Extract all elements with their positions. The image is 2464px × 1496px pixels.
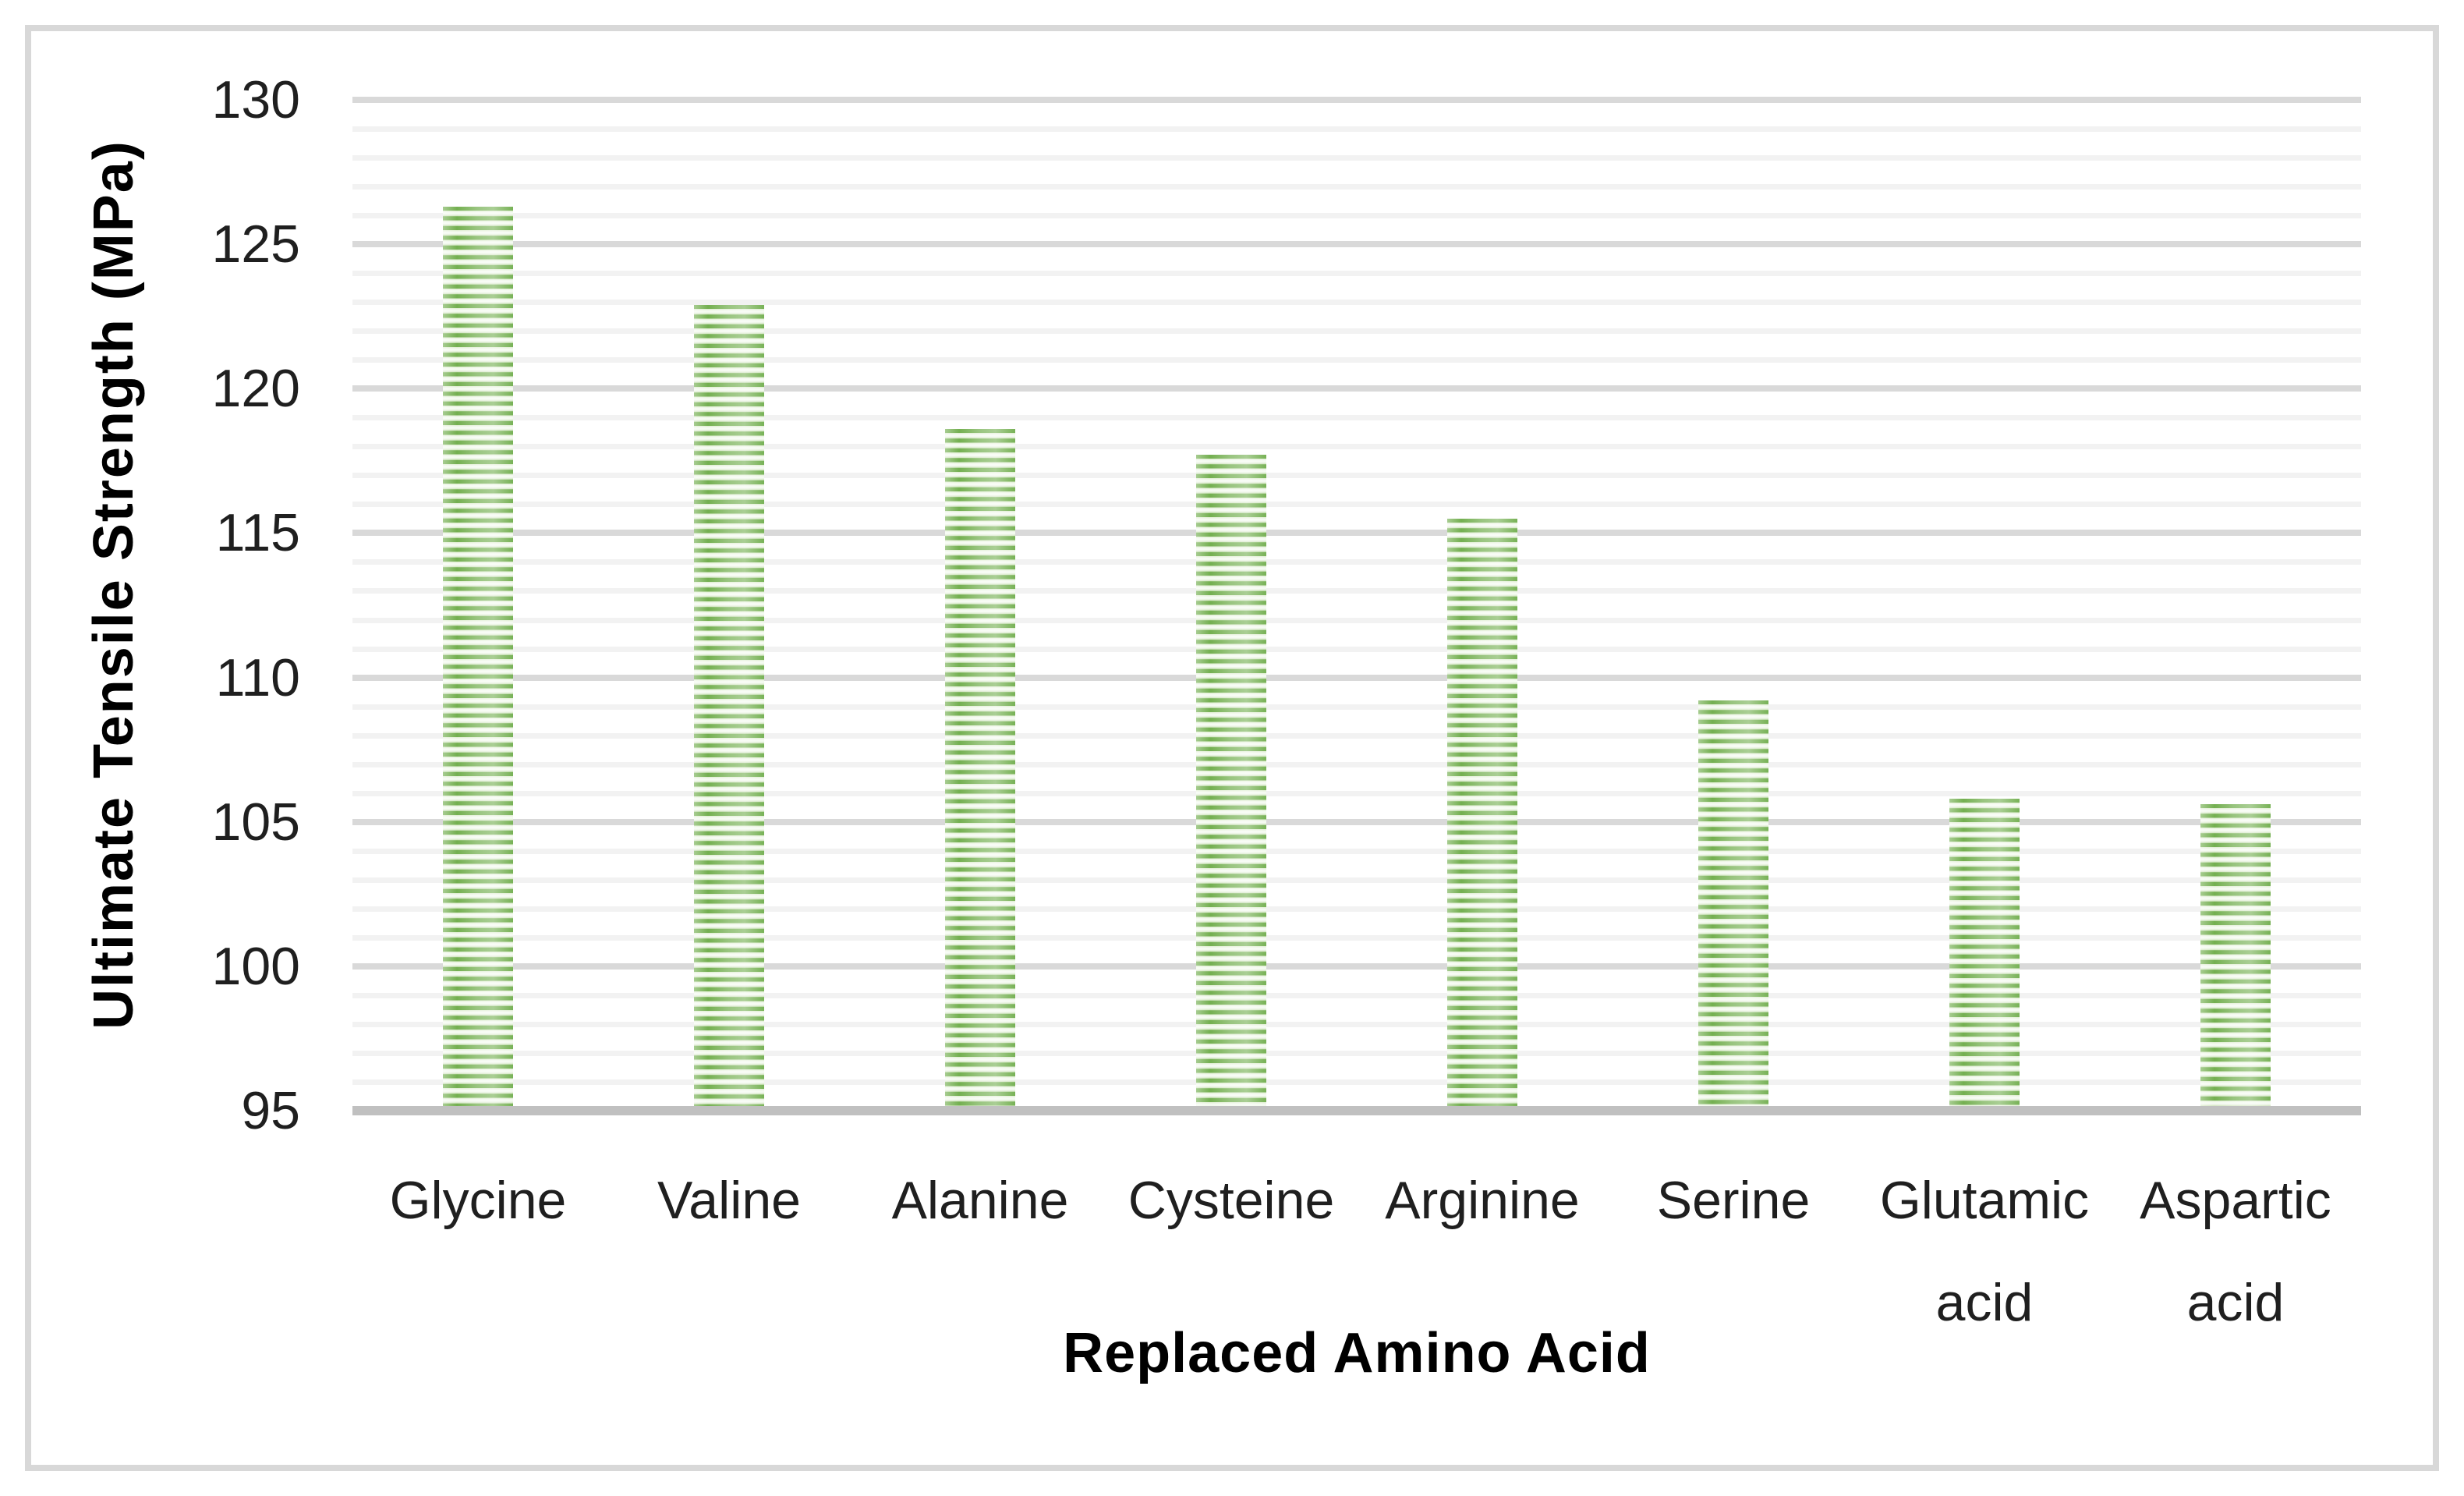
minor-gridline-111 xyxy=(352,646,2361,652)
minor-gridline-108 xyxy=(352,732,2361,739)
bar-glycine xyxy=(443,207,513,1111)
minor-gridline-114 xyxy=(352,559,2361,565)
x-category-label-glutamic-acid: Glutamic acid xyxy=(1879,1171,2090,1332)
minor-gridline-101 xyxy=(352,934,2361,941)
y-tick-label-130: 130 xyxy=(211,69,300,129)
minor-gridline-104 xyxy=(352,848,2361,854)
minor-gridline-107 xyxy=(352,761,2361,767)
x-category-label-valine: Valine xyxy=(657,1171,801,1230)
minor-gridline-97 xyxy=(352,1050,2361,1056)
minor-gridline-116 xyxy=(352,502,2361,508)
x-category-label-aspartic-acid: Aspartic acid xyxy=(2140,1171,2331,1332)
minor-gridline-99 xyxy=(352,992,2361,998)
y-tick-label-110: 110 xyxy=(215,647,300,707)
bar-aspartic-acid xyxy=(2200,804,2271,1111)
major-gridline-100 xyxy=(352,962,2361,970)
minor-gridline-118 xyxy=(352,444,2361,450)
minor-gridline-124 xyxy=(352,271,2361,277)
x-axis-title: Replaced Amino Acid xyxy=(1063,1322,1651,1384)
major-gridline-125 xyxy=(352,241,2361,248)
minor-gridline-96 xyxy=(352,1079,2361,1085)
bar-glutamic-acid xyxy=(1949,799,2020,1111)
bar-cysteine xyxy=(1196,455,1266,1111)
x-category-label-alanine: Alanine xyxy=(891,1171,1069,1230)
bar-alanine xyxy=(945,429,1015,1111)
minor-gridline-109 xyxy=(352,704,2361,710)
y-axis-title: Ultimate Tensile Strength (MPa) xyxy=(83,140,145,1030)
minor-gridline-126 xyxy=(352,213,2361,219)
y-tick-label-115: 115 xyxy=(215,503,300,563)
x-category-label-serine: Serine xyxy=(1656,1171,1811,1230)
y-tick-label-105: 105 xyxy=(211,792,300,852)
bar-arginine xyxy=(1447,518,1517,1111)
minor-gridline-123 xyxy=(352,300,2361,306)
minor-gridline-128 xyxy=(352,155,2361,161)
minor-gridline-117 xyxy=(352,473,2361,479)
y-tick-label-95: 95 xyxy=(241,1081,300,1140)
major-gridline-130 xyxy=(352,96,2361,103)
minor-gridline-127 xyxy=(352,184,2361,190)
minor-gridline-103 xyxy=(352,877,2361,883)
minor-gridline-113 xyxy=(352,588,2361,594)
minor-gridline-119 xyxy=(352,415,2361,421)
x-category-label-arginine: Arginine xyxy=(1385,1171,1580,1230)
minor-gridline-102 xyxy=(352,906,2361,912)
y-tick-label-120: 120 xyxy=(211,359,300,419)
major-gridline-110 xyxy=(352,674,2361,681)
y-tick-label-100: 100 xyxy=(211,936,300,996)
x-category-label-cysteine: Cysteine xyxy=(1128,1171,1335,1230)
minor-gridline-98 xyxy=(352,1021,2361,1027)
major-gridline-115 xyxy=(352,530,2361,537)
minor-gridline-106 xyxy=(352,790,2361,796)
minor-gridline-121 xyxy=(352,357,2361,363)
minor-gridline-122 xyxy=(352,328,2361,335)
x-axis-line xyxy=(352,1106,2361,1115)
minor-gridline-129 xyxy=(352,126,2361,133)
bar-valine xyxy=(694,304,764,1111)
major-gridline-120 xyxy=(352,385,2361,392)
major-gridline-105 xyxy=(352,818,2361,825)
y-tick-label-125: 125 xyxy=(211,214,300,275)
minor-gridline-112 xyxy=(352,617,2361,623)
x-category-label-glycine: Glycine xyxy=(389,1171,567,1230)
bar-serine xyxy=(1698,700,1768,1111)
